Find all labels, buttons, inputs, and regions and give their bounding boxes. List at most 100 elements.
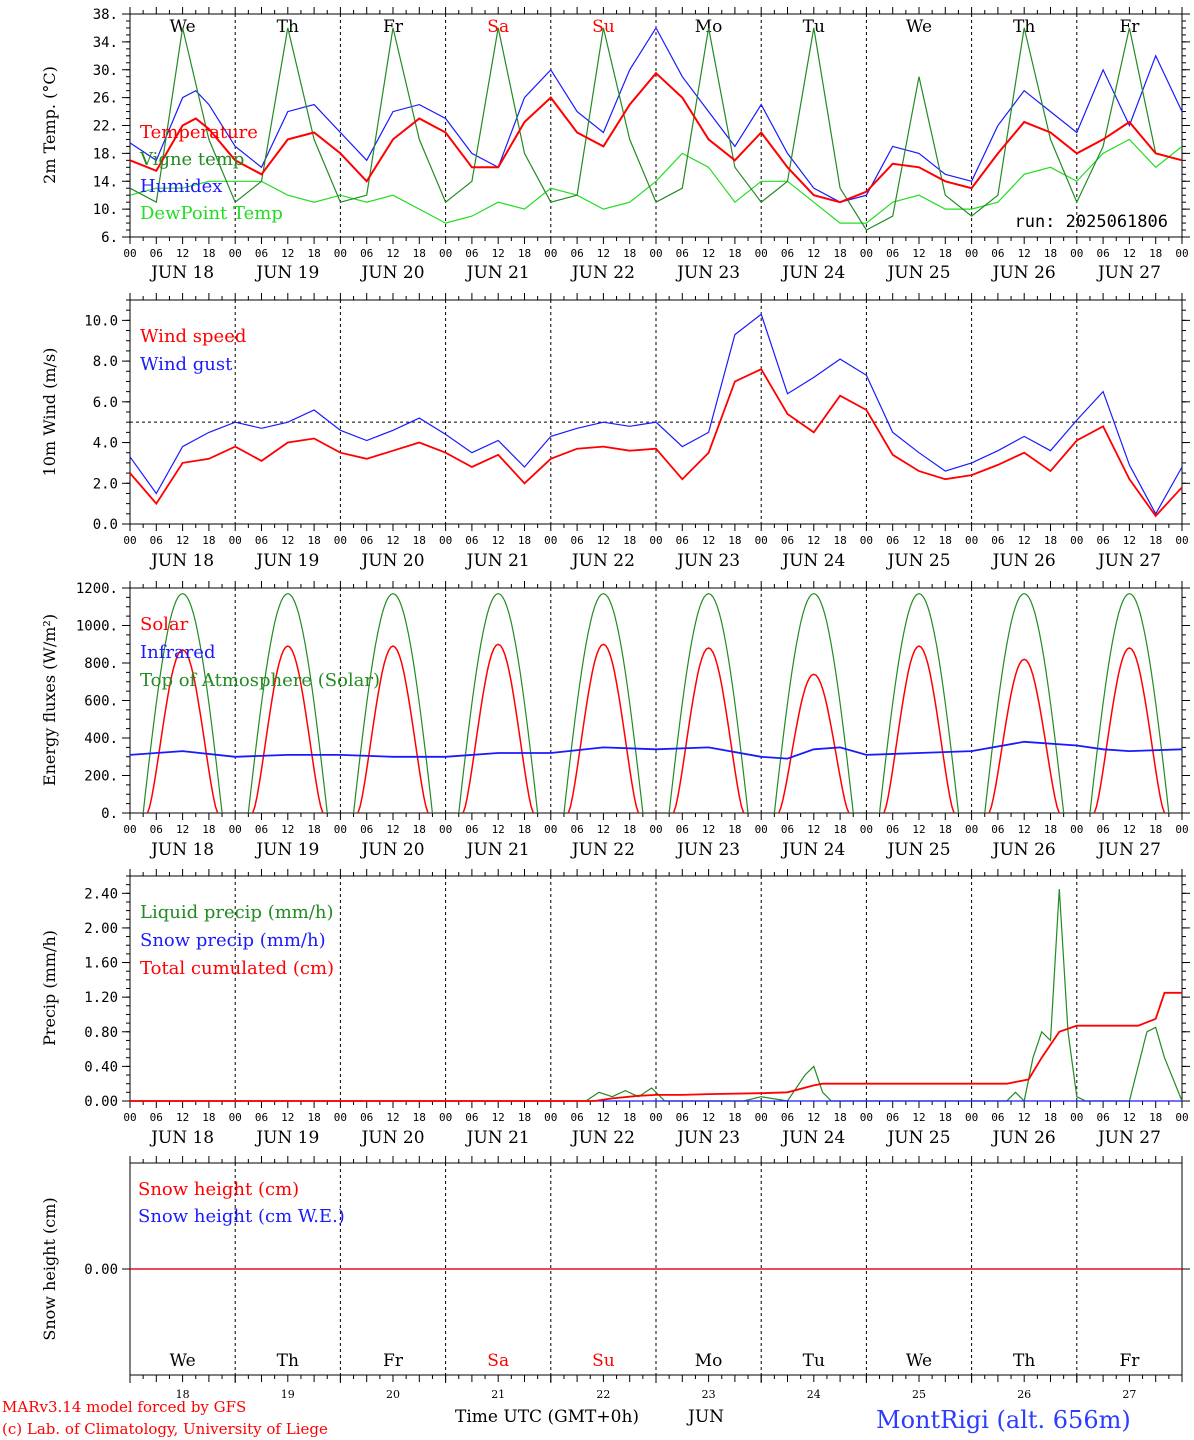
date-label: JUN 18	[149, 840, 214, 860]
hour-label: 12	[807, 534, 820, 547]
hour-label: 00	[334, 534, 347, 547]
y-tick-label: 26.	[93, 91, 118, 107]
hour-label: 18	[307, 823, 320, 836]
hour-label: 18	[728, 534, 741, 547]
hour-label: 00	[1175, 1111, 1188, 1124]
weekday-label: Mo	[695, 1351, 723, 1371]
hour-label: 00	[1070, 1111, 1083, 1124]
hour-label: 00	[860, 247, 873, 260]
hour-label: 00	[439, 823, 452, 836]
date-label: JUN 21	[465, 263, 530, 283]
hour-label: 18	[939, 823, 952, 836]
hour-label: 12	[702, 534, 715, 547]
footer-model: MARv3.14 model forced by GFS	[2, 1398, 246, 1416]
hour-label: 18	[202, 823, 215, 836]
hour-label: 12	[912, 247, 925, 260]
date-label: JUN 26	[991, 1128, 1056, 1148]
hour-label: 06	[991, 247, 1004, 260]
hour-label: 12	[597, 247, 610, 260]
hour-label: 12	[176, 1111, 189, 1124]
hour-label: 06	[781, 1111, 794, 1124]
date-label: JUN 21	[465, 551, 530, 571]
panel-temp: 6. 10. 14. 18. 22. 26. 30. 34. 38. 2m Temp. (°C) 0…	[40, 7, 1190, 283]
hour-label: 18	[1044, 247, 1057, 260]
hour-label: 18	[833, 247, 846, 260]
date-label: JUN 27	[1096, 551, 1161, 571]
hour-label: 18	[623, 1111, 636, 1124]
hour-label: 00	[649, 1111, 662, 1124]
weekday-label: Sa	[487, 17, 509, 37]
hour-label: 06	[360, 823, 373, 836]
date-label: JUN 20	[359, 263, 424, 283]
hour-label: 18	[1149, 534, 1162, 547]
hour-label: 00	[334, 1111, 347, 1124]
hour-label: 00	[1175, 823, 1188, 836]
hour-label: 12	[1018, 247, 1031, 260]
hour-label: 06	[570, 823, 583, 836]
hour-label: 12	[281, 823, 294, 836]
hour-label: 06	[570, 247, 583, 260]
hour-label: 12	[1018, 534, 1031, 547]
series-line	[142, 592, 1170, 814]
day-number: 24	[807, 1388, 821, 1401]
hour-label: 06	[255, 1111, 268, 1124]
panel-frame	[129, 587, 1183, 814]
hour-label: 12	[702, 247, 715, 260]
y-tick-label: 10.0	[84, 313, 118, 329]
hour-label: 12	[281, 534, 294, 547]
hour-label: 00	[755, 534, 768, 547]
date-label: JUN 26	[991, 551, 1056, 571]
hour-label: 00	[123, 1111, 136, 1124]
y-axis-label: 2m Temp. (°C)	[40, 66, 59, 184]
hour-label: 00	[649, 823, 662, 836]
date-label: JUN 23	[675, 1128, 740, 1148]
hour-label: 12	[1018, 823, 1031, 836]
hour-label: 18	[623, 247, 636, 260]
hour-label: 18	[413, 247, 426, 260]
series-line	[146, 643, 1166, 814]
y-tick-label: 0.40	[84, 1059, 118, 1075]
panel-precip: 0.00 0.40 0.80 1.20 1.60 2.00 2.40 Precip (mm/h…	[40, 869, 1190, 1148]
date-label: JUN 19	[254, 263, 319, 283]
hour-label: 12	[597, 534, 610, 547]
date-label: JUN 25	[885, 551, 950, 571]
hour-label: 18	[518, 534, 531, 547]
hour-label: 06	[465, 534, 478, 547]
x-axis-title: Time UTC (GMT+0h)	[455, 1407, 639, 1427]
date-label: JUN 25	[885, 840, 950, 860]
hour-label: 12	[807, 1111, 820, 1124]
x-axis-month: JUN	[686, 1407, 724, 1427]
hour-label: 18	[833, 1111, 846, 1124]
hour-label: 12	[1123, 247, 1136, 260]
panel-wind: 0.0 2.0 4.0 6.0 8.0 10.0 10m Wind (m/s) 00 06 12 1…	[40, 293, 1190, 571]
hour-label: 18	[413, 823, 426, 836]
hour-label: 06	[781, 823, 794, 836]
hour-label: 00	[1070, 823, 1083, 836]
hour-label: 06	[886, 823, 899, 836]
hour-label: 00	[1070, 534, 1083, 547]
y-tick-label: 800.	[84, 656, 118, 672]
hour-label: 06	[886, 1111, 899, 1124]
hour-label: 18	[1149, 823, 1162, 836]
hour-label: 00	[649, 247, 662, 260]
date-label: JUN 23	[675, 263, 740, 283]
hour-label: 00	[544, 1111, 557, 1124]
date-label: JUN 24	[780, 1128, 845, 1148]
hour-label: 18	[518, 247, 531, 260]
weekday-label: We	[170, 17, 196, 37]
hour-label: 06	[991, 823, 1004, 836]
weekday-label: Sa	[487, 1351, 509, 1371]
y-tick-label: 30.	[93, 63, 118, 79]
y-tick-label: 2.00	[84, 921, 118, 937]
hour-label: 12	[492, 1111, 505, 1124]
hour-label: 12	[702, 1111, 715, 1124]
hour-label: 00	[544, 534, 557, 547]
hour-label: 06	[676, 534, 689, 547]
date-label: JUN 23	[675, 840, 740, 860]
date-label: JUN 25	[885, 263, 950, 283]
date-label: JUN 20	[359, 840, 424, 860]
hour-label: 18	[413, 1111, 426, 1124]
hour-label: 18	[833, 534, 846, 547]
hour-label: 06	[781, 534, 794, 547]
